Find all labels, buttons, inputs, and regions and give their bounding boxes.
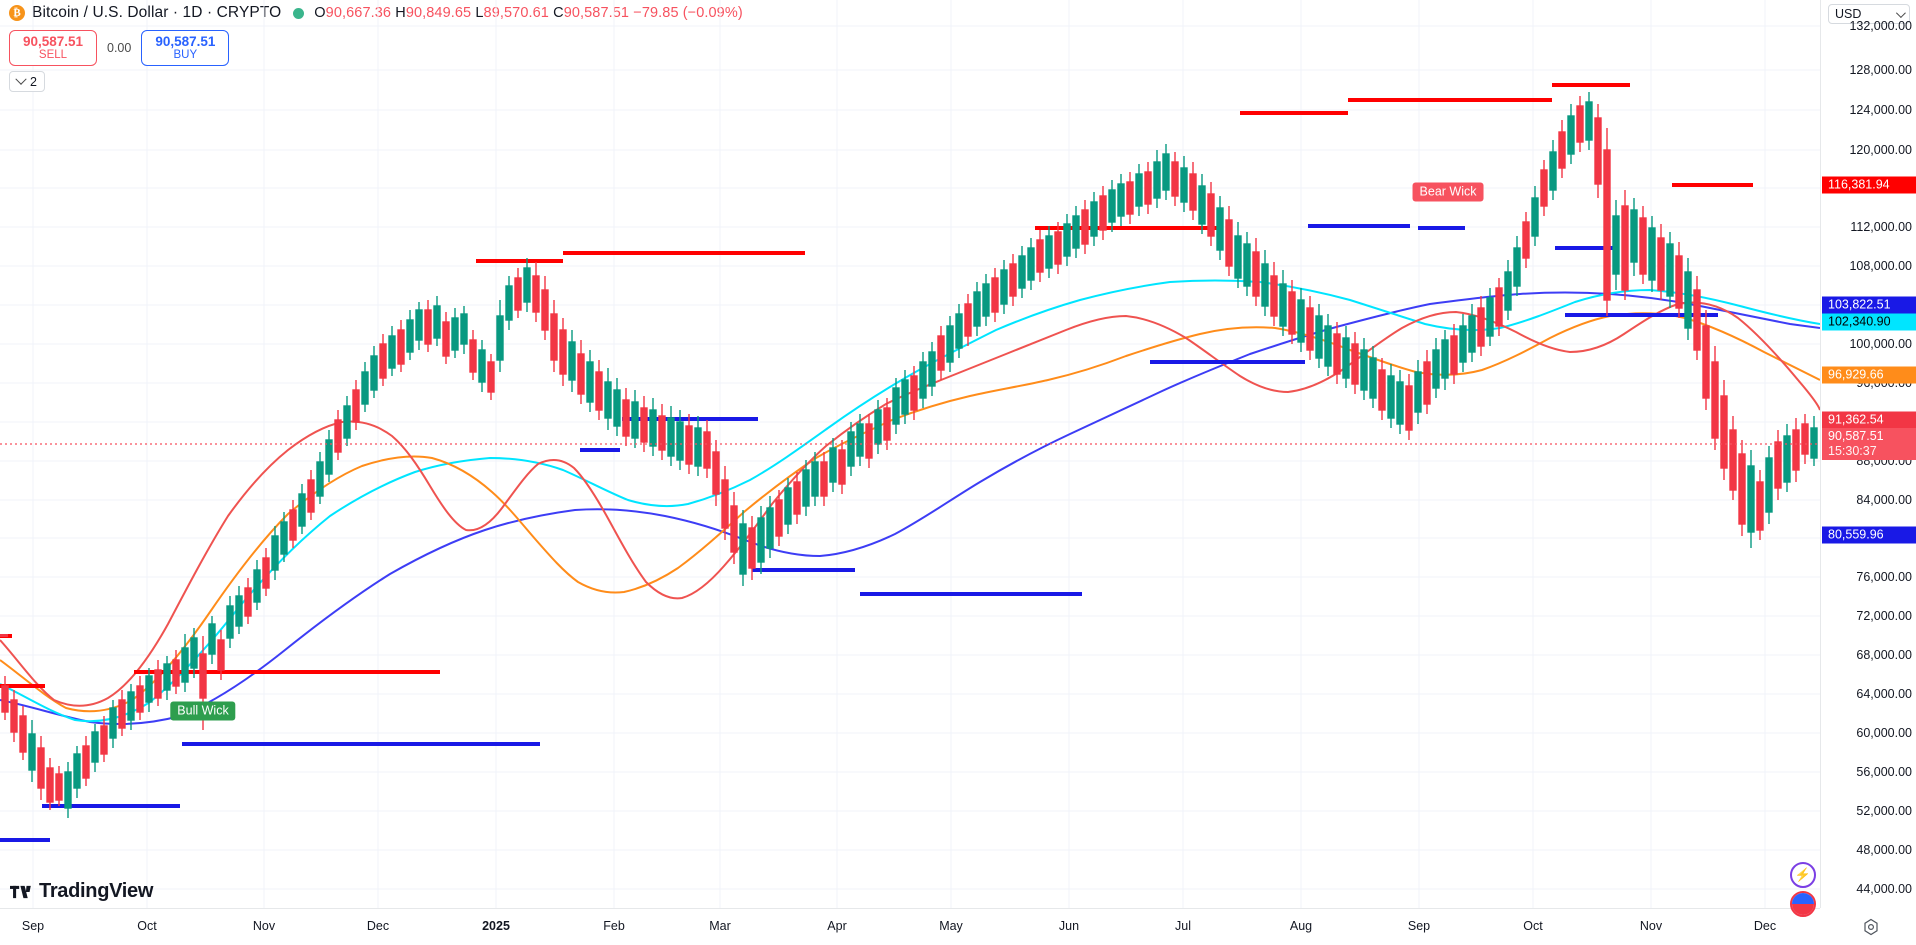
price-tick: 112,000.00	[1850, 220, 1912, 234]
time-tick: Nov	[1639, 919, 1663, 933]
price-tick: 52,000.00	[1856, 804, 1912, 818]
spread-value: 0.00	[107, 41, 132, 55]
price-tick: 60,000.00	[1856, 726, 1912, 740]
currency-select[interactable]: USD	[1828, 4, 1910, 24]
time-tick: May	[939, 919, 963, 933]
time-tick: Dec	[1753, 919, 1777, 933]
flag-bottom-stripe	[1792, 904, 1814, 915]
tradingview-logo-icon	[10, 885, 31, 898]
chevron-down-icon	[15, 73, 27, 85]
price-tick: 108,000.00	[1849, 259, 1912, 273]
tradingview-watermark: TradingView	[10, 880, 153, 903]
ohlc-readout: O90,667.36 H90,849.65 L89,570.61 C90,587…	[314, 5, 743, 21]
bitcoin-icon: ₿	[9, 5, 25, 21]
symbol-title[interactable]: Bitcoin / U.S. Dollar · 1D · CRYPTO	[32, 4, 282, 21]
close-label: C	[553, 5, 564, 21]
open-label: O	[314, 5, 326, 21]
price-tick: 120,000.00	[1849, 143, 1912, 157]
last-price-value: 90,587.51	[1828, 429, 1884, 443]
last-price-pill[interactable]: 90,587.51 15:30:37	[1822, 428, 1916, 460]
bull-wick-tag[interactable]: Bull Wick	[170, 701, 236, 721]
price-tick: 128,000.00	[1849, 63, 1912, 77]
candlestick-series	[1, 92, 1818, 818]
ma-red-line	[0, 301, 1820, 707]
resistance-levels	[0, 83, 1753, 688]
price-tick: 56,000.00	[1856, 765, 1912, 779]
change-value: −79.85 (−0.09%)	[633, 5, 743, 21]
price-tick: 100,000.00	[1849, 337, 1912, 351]
ma-103k-pill[interactable]: 103,822.51	[1822, 296, 1916, 314]
price-tick: 68,000.00	[1856, 648, 1912, 662]
quantity-value: 2	[30, 74, 37, 89]
support-levels	[0, 224, 1718, 842]
time-tick: Sep	[21, 919, 45, 933]
price-tick: 124,000.00	[1849, 103, 1912, 117]
sell-label: SELL	[38, 49, 68, 61]
price-tick: 64,000.00	[1856, 687, 1912, 701]
sell-price: 90,587.51	[22, 34, 84, 49]
close-value: 90,587.51	[563, 5, 630, 21]
settings-gear-icon[interactable]	[1862, 918, 1880, 936]
price-tick: 44,000.00	[1856, 882, 1912, 896]
price-tick: 48,000.00	[1856, 843, 1912, 857]
high-value: 90,849.65	[405, 5, 472, 21]
left-edge-marker	[0, 634, 8, 637]
time-tick: Apr	[827, 919, 847, 933]
chart-header: ₿ Bitcoin / U.S. Dollar · 1D · CRYPTO O9…	[0, 0, 1916, 26]
support-80k-pill[interactable]: 80,559.96	[1822, 526, 1916, 544]
time-tick: Oct	[137, 919, 157, 933]
ma-96k-pill[interactable]: 96,929.66	[1822, 366, 1916, 384]
ma-102k-pill[interactable]: 102,340.90	[1822, 313, 1916, 331]
buy-price: 90,587.51	[155, 34, 216, 49]
flag-top-stripe	[1792, 893, 1814, 904]
open-value: 90,667.36	[325, 5, 392, 21]
time-tick: 2025	[482, 919, 510, 933]
price-axis[interactable]: USD 132,000.00 128,000.00 124,000.00 120,00…	[1820, 0, 1916, 908]
chart-plot-area[interactable]	[0, 0, 1820, 908]
time-tick: Sep	[1407, 919, 1431, 933]
floating-badges: ⚡	[1790, 862, 1816, 917]
time-axis[interactable]: Sep Oct Nov Dec 2025 Feb Mar Apr May Jun Jul Aug Sep…	[0, 908, 1820, 945]
ma-blue-line	[0, 291, 1820, 725]
buy-button[interactable]: 90,587.51 BUY	[141, 30, 230, 66]
ai-spark-icon[interactable]: ⚡	[1790, 862, 1816, 888]
time-tick: Mar	[709, 919, 731, 933]
buy-label: BUY	[173, 49, 198, 61]
time-tick: Nov	[252, 919, 276, 933]
price-tick: 72,000.00	[1856, 609, 1912, 623]
chevron-down-icon	[1895, 7, 1906, 18]
ma-orange-line	[0, 312, 1820, 713]
sell-button[interactable]: 90,587.51 SELL	[9, 30, 97, 66]
time-tick: Feb	[603, 919, 625, 933]
us-flag-icon[interactable]	[1790, 891, 1816, 917]
vertical-gridlines	[32, 0, 1766, 908]
time-tick: Jun	[1058, 919, 1080, 933]
time-tick: Dec	[366, 919, 390, 933]
trade-panel: 90,587.51 SELL 0.00 90,587.51 BUY	[9, 30, 230, 66]
low-label: L	[475, 5, 484, 21]
time-tick: Jul	[1175, 919, 1191, 933]
low-value: 89,570.61	[483, 5, 549, 21]
resistance-116k-pill[interactable]: 116,381.94	[1822, 176, 1916, 194]
price-tick: 84,000.00	[1856, 493, 1912, 507]
time-tick: Oct	[1523, 919, 1543, 933]
price-tick: 132,000.00	[1849, 19, 1912, 33]
quantity-selector[interactable]: 2	[9, 71, 45, 92]
ma-cyan-line	[0, 279, 1820, 723]
price-tick: 76,000.00	[1856, 570, 1912, 584]
currency-label: USD	[1835, 7, 1862, 21]
bear-wick-tag[interactable]: Bear Wick	[1412, 182, 1484, 202]
watermark-text: TradingView	[39, 880, 154, 902]
time-tick: Aug	[1289, 919, 1313, 933]
high-label: H	[395, 5, 406, 21]
horizontal-gridlines	[0, 25, 1820, 890]
ma-91k-pill[interactable]: 91,362.54	[1822, 411, 1916, 429]
bar-countdown: 15:30:37	[1828, 444, 1877, 458]
market-open-dot	[293, 7, 305, 19]
